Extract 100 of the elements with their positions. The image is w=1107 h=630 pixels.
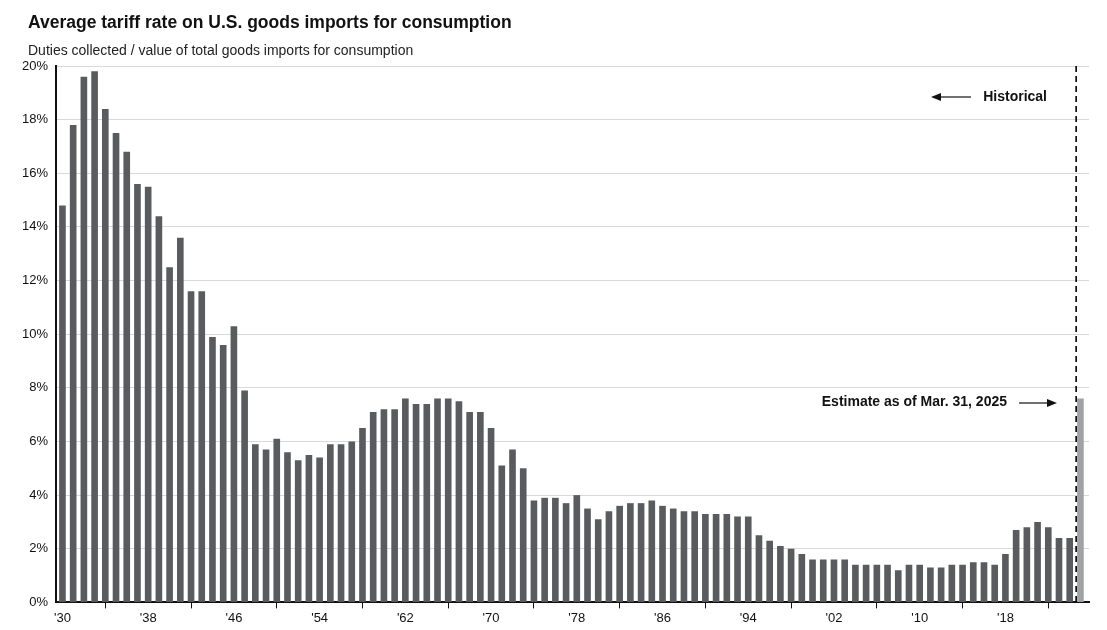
x-tick-label: '54 — [311, 609, 329, 625]
bar — [552, 497, 559, 602]
bar — [884, 564, 891, 602]
bar — [1002, 554, 1009, 602]
bar — [294, 460, 302, 602]
bar — [819, 559, 827, 602]
bar — [284, 452, 291, 602]
annotation: Historical — [983, 87, 1047, 104]
bar — [1023, 527, 1031, 602]
bar — [637, 503, 645, 602]
bar — [702, 513, 709, 602]
bar — [434, 398, 441, 602]
bar — [423, 403, 431, 602]
bar — [969, 562, 977, 602]
bar — [101, 108, 109, 602]
bar — [530, 500, 538, 602]
y-tick-label: 4% — [29, 486, 49, 502]
bar — [1055, 538, 1063, 602]
y-tick-label: 12% — [21, 272, 49, 288]
bar — [1012, 529, 1020, 602]
bar — [723, 513, 731, 602]
bar — [444, 398, 452, 602]
bar — [594, 519, 602, 602]
bar — [712, 513, 720, 602]
x-tick-label: '62 — [396, 609, 414, 625]
bar — [316, 457, 323, 602]
bar — [391, 409, 398, 602]
bar — [744, 516, 752, 602]
bar — [166, 267, 173, 602]
bar — [369, 411, 377, 602]
y-tick-label: 16% — [21, 164, 49, 180]
bar — [123, 151, 131, 602]
bar — [209, 336, 216, 602]
x-tick-label: '86 — [654, 609, 671, 625]
x-tick-label: '02 — [825, 609, 843, 625]
x-tick-label: '46 — [225, 609, 243, 625]
x-tick-label: '78 — [568, 609, 586, 625]
y-tick-label: 10% — [21, 325, 49, 341]
y-tick-label: 20% — [21, 57, 49, 73]
bar — [241, 390, 248, 602]
bar — [734, 516, 741, 602]
x-tick-label: '94 — [739, 609, 757, 625]
bar — [155, 216, 163, 602]
bar — [573, 495, 581, 602]
bar — [198, 291, 206, 602]
bar — [91, 71, 98, 602]
bar — [144, 186, 152, 602]
bar — [509, 449, 516, 602]
bar — [327, 444, 334, 602]
bar — [380, 409, 388, 602]
bar — [927, 567, 934, 602]
bar — [412, 403, 420, 602]
bar — [777, 546, 784, 602]
y-tick-label: 2% — [29, 540, 49, 556]
bar — [337, 444, 345, 602]
bar — [177, 237, 184, 602]
bar — [498, 465, 506, 602]
bar — [627, 503, 634, 602]
bar — [1044, 527, 1052, 602]
bar — [562, 503, 570, 602]
bar — [112, 133, 120, 602]
bar — [980, 562, 988, 602]
bar — [584, 508, 591, 602]
bar — [1066, 538, 1074, 602]
bar — [477, 411, 484, 602]
bar — [648, 500, 656, 602]
chart-subtitle: Duties collected / value of total goods imports for consumption — [28, 42, 414, 58]
bar — [359, 428, 366, 602]
bar — [830, 559, 838, 602]
bar — [959, 564, 966, 602]
bar — [948, 564, 956, 602]
bar — [230, 326, 238, 602]
bar — [659, 505, 666, 602]
bar — [305, 454, 313, 602]
bar — [755, 535, 763, 602]
bar — [605, 511, 613, 602]
bar — [487, 428, 495, 602]
bar — [1077, 398, 1084, 602]
y-tick-label: 18% — [21, 111, 49, 127]
bar — [894, 570, 902, 602]
bar — [916, 564, 924, 602]
bar — [273, 438, 281, 602]
bar — [1034, 521, 1041, 602]
x-tick-label: '38 — [139, 609, 157, 625]
y-tick-label: 0% — [29, 593, 49, 609]
bar — [252, 444, 259, 602]
bar — [541, 497, 548, 602]
bar — [402, 398, 409, 602]
bar — [59, 205, 66, 602]
y-tick-label: 14% — [21, 218, 49, 234]
x-tick-label: '30 — [53, 609, 71, 625]
x-tick-label: '70 — [482, 609, 500, 625]
bar — [455, 401, 463, 602]
bar — [80, 76, 88, 602]
bar — [669, 508, 677, 602]
chart-title: Average tariff rate on U.S. goods imports for consumption — [28, 12, 512, 33]
annotation: Estimate as of Mar. 31, 2025 — [821, 393, 1008, 410]
bar — [852, 564, 859, 602]
bar — [680, 511, 688, 602]
y-tick-label: 8% — [29, 379, 49, 395]
